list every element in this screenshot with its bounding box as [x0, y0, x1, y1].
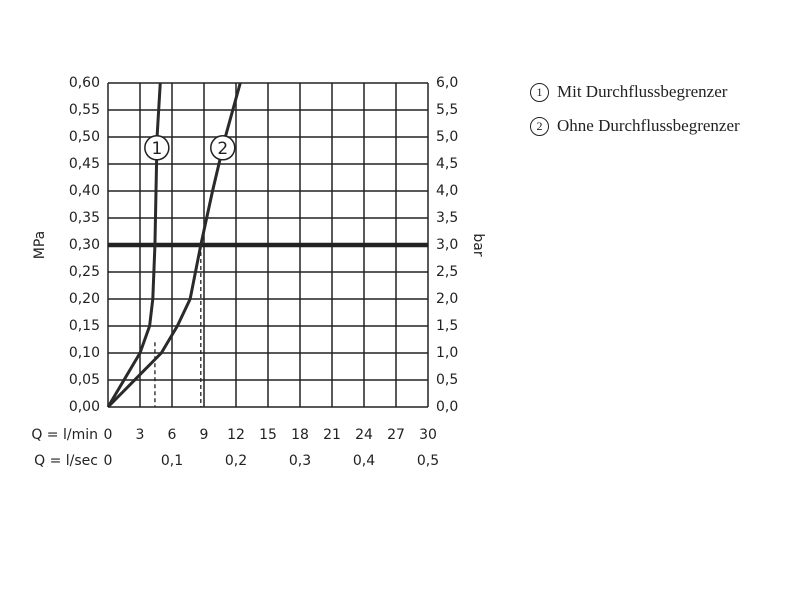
x-tick-label: 24 [355, 427, 373, 443]
y2-axis-label: bar [470, 233, 486, 256]
y2-tick-label: 3,5 [436, 210, 458, 226]
curve-marker-circle [210, 135, 236, 161]
y2-tick-label: 4,0 [436, 183, 458, 199]
y-tick-label: 0,25 [69, 264, 100, 280]
y2-tick-label: 0,5 [436, 372, 458, 388]
x-tick-label: 6 [168, 427, 177, 443]
y-tick-label: 0,50 [69, 129, 100, 145]
chart: MPa bar Q = l/min Q = l/sec 0 3 6 9 12 15 18 21… [31, 75, 486, 469]
legend-label: Mit Durchflussbegrenzer [557, 82, 728, 101]
y2-tick-label: 1,5 [436, 318, 458, 334]
legend: 1 Mit Durchflussbegrenzer 2 Ohne Durchfluss… [530, 80, 780, 148]
y2-tick-label: 3,0 [436, 237, 458, 253]
x2-tick-label: 0,4 [353, 453, 375, 469]
x-tick-label: 27 [387, 427, 405, 443]
y2-tick-label: 1,0 [436, 345, 458, 361]
curve-marker: 2 [217, 139, 228, 159]
x-tick-label: 15 [259, 427, 277, 443]
y-tick-label: 0,30 [69, 237, 100, 253]
y2-tick-label: 2,0 [436, 291, 458, 307]
x2-tick-label: 0,5 [417, 453, 439, 469]
y2-tick-label: 5,0 [436, 129, 458, 145]
x-tick-label: 18 [291, 427, 309, 443]
y2-tick-label: 6,0 [436, 75, 458, 91]
legend-item: 2 Ohne Durchflussbegrenzer [530, 114, 780, 138]
x2-tick-label: 0,3 [289, 453, 311, 469]
y2-tick-label: 4,5 [436, 156, 458, 172]
x-tick-label: 21 [323, 427, 341, 443]
x-tick-label: 9 [200, 427, 209, 443]
x2-tick-label: 0,1 [161, 453, 183, 469]
x-axis-label: Q = l/min [31, 427, 98, 443]
legend-item: 1 Mit Durchflussbegrenzer [530, 80, 780, 104]
y2-tick-label: 0,0 [436, 399, 458, 415]
y-tick-label: 0,40 [69, 183, 100, 199]
y-tick-label: 0,00 [69, 399, 100, 415]
legend-marker: 2 [530, 117, 549, 136]
y-tick-label: 0,45 [69, 156, 100, 172]
y2-tick-label: 2,5 [436, 264, 458, 280]
y-tick-label: 0,05 [69, 372, 100, 388]
x2-axis-label: Q = l/sec [34, 453, 98, 469]
y-tick-label: 0,20 [69, 291, 100, 307]
x-tick-label: 30 [419, 427, 437, 443]
y-axis-label: MPa [32, 231, 48, 259]
y-tick-label: 0,15 [69, 318, 100, 334]
legend-label: Ohne Durchflussbegrenzer [557, 116, 740, 135]
y-tick-label: 0,10 [69, 345, 100, 361]
legend-marker: 1 [530, 83, 549, 102]
y-tick-label: 0,35 [69, 210, 100, 226]
y2-tick-label: 5,5 [436, 102, 458, 118]
x-tick-label: 12 [227, 427, 245, 443]
x-tick-label: 3 [136, 427, 145, 443]
x-tick-label: 0 [104, 427, 113, 443]
y-tick-label: 0,60 [69, 75, 100, 91]
x2-tick-label: 0 [104, 453, 113, 469]
y-tick-label: 0,55 [69, 102, 100, 118]
x2-tick-label: 0,2 [225, 453, 247, 469]
curve-marker: 1 [151, 139, 162, 159]
curve-marker-circle [144, 135, 170, 161]
